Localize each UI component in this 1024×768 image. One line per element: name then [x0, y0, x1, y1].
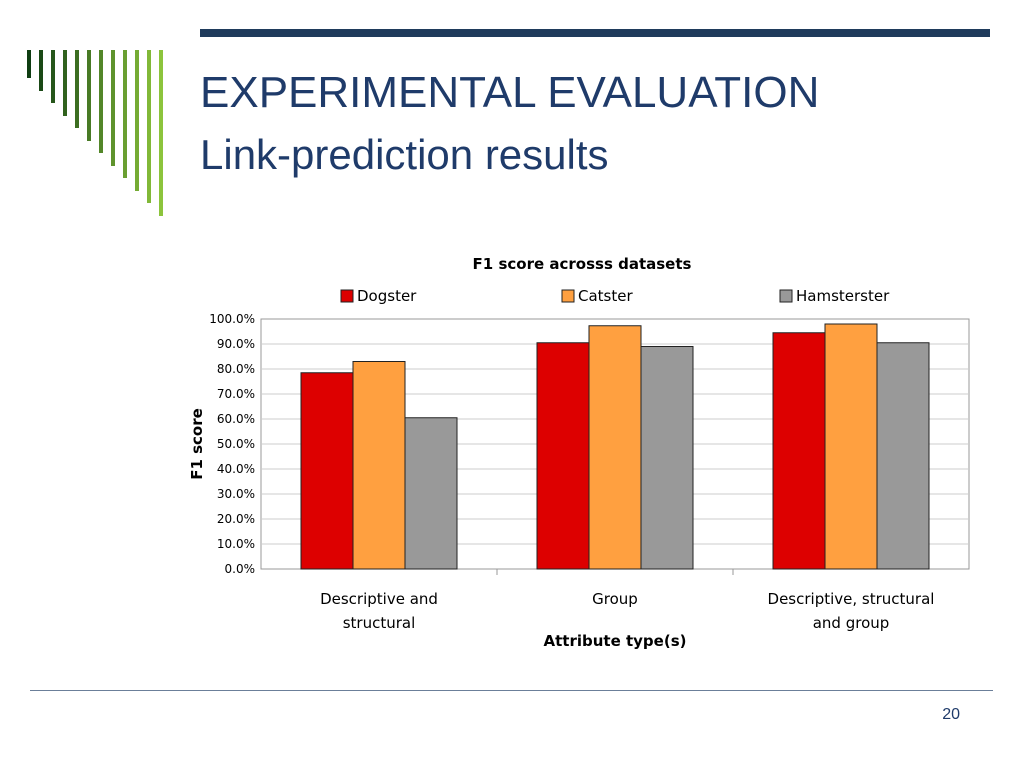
bars [300, 323, 930, 570]
y-tick-label: 40.0% [217, 462, 255, 476]
decorative-stripe [75, 50, 79, 128]
decorative-stripe [123, 50, 127, 178]
legend-label: Dogster [357, 287, 417, 305]
x-tick-label: Descriptive, structural [768, 590, 935, 608]
y-tick-label: 0.0% [225, 562, 256, 576]
decorative-stripe [87, 50, 91, 141]
decorative-stripe [39, 50, 43, 91]
x-tick-label: and group [813, 614, 890, 632]
bar-catster [352, 361, 406, 570]
bar-chart: F1 score acrosss datasets Dogster Catster… [188, 255, 970, 650]
y-axis-title: F1 score [188, 408, 206, 480]
y-tick-label: 10.0% [217, 537, 255, 551]
y-tick-label: 100.0% [209, 312, 255, 326]
bar-catster [824, 323, 878, 570]
bar-dogster [536, 342, 590, 570]
x-axis: Descriptive and structural Group Descriptiv… [320, 569, 934, 632]
y-tick-label: 90.0% [217, 337, 255, 351]
y-tick-label: 80.0% [217, 362, 255, 376]
y-tick-label: 30.0% [217, 487, 255, 501]
bar-hamsterster [640, 346, 694, 570]
legend-label: Catster [578, 287, 633, 305]
x-axis-title: Attribute type(s) [544, 632, 687, 650]
slide-subtitle: Link-prediction results [200, 131, 609, 178]
decorative-stripe [63, 50, 67, 116]
slide-title: EXPERIMENTAL EVALUATION [200, 68, 820, 117]
decorative-stripe [135, 50, 139, 191]
decorative-stripe [51, 50, 55, 103]
y-tick-label: 70.0% [217, 387, 255, 401]
bar-hamsterster [404, 417, 458, 570]
legend-swatch [779, 289, 793, 303]
decorative-stripe [99, 50, 103, 153]
y-tick-label: 50.0% [217, 437, 255, 451]
bottom-rule [30, 690, 993, 691]
bar-hamsterster [876, 342, 930, 570]
page-number: 20 [942, 706, 960, 723]
decorative-stripe [27, 50, 31, 78]
top-rule [200, 29, 990, 37]
decorative-stripe [159, 50, 163, 216]
bar-dogster [300, 372, 354, 570]
legend-swatch [561, 289, 575, 303]
x-tick-label: Descriptive and [320, 590, 438, 608]
x-tick-label: structural [343, 614, 416, 632]
bar-dogster [772, 332, 826, 570]
legend-label: Hamsterster [796, 287, 890, 305]
chart-title: F1 score acrosss datasets [473, 255, 692, 273]
y-tick-label: 60.0% [217, 412, 255, 426]
bar-catster [588, 325, 642, 570]
decorative-stripe [147, 50, 151, 203]
decorative-stripes [0, 0, 170, 216]
legend-swatch [340, 289, 354, 303]
decorative-stripe [111, 50, 115, 166]
y-tick-label: 20.0% [217, 512, 255, 526]
chart-legend: Dogster Catster Hamsterster [340, 287, 890, 305]
y-axis: 0.0% 10.0% 20.0% 30.0% 40.0% 50.0% 60.0% 70.0% 8… [209, 312, 255, 576]
x-tick-label: Group [592, 590, 638, 608]
